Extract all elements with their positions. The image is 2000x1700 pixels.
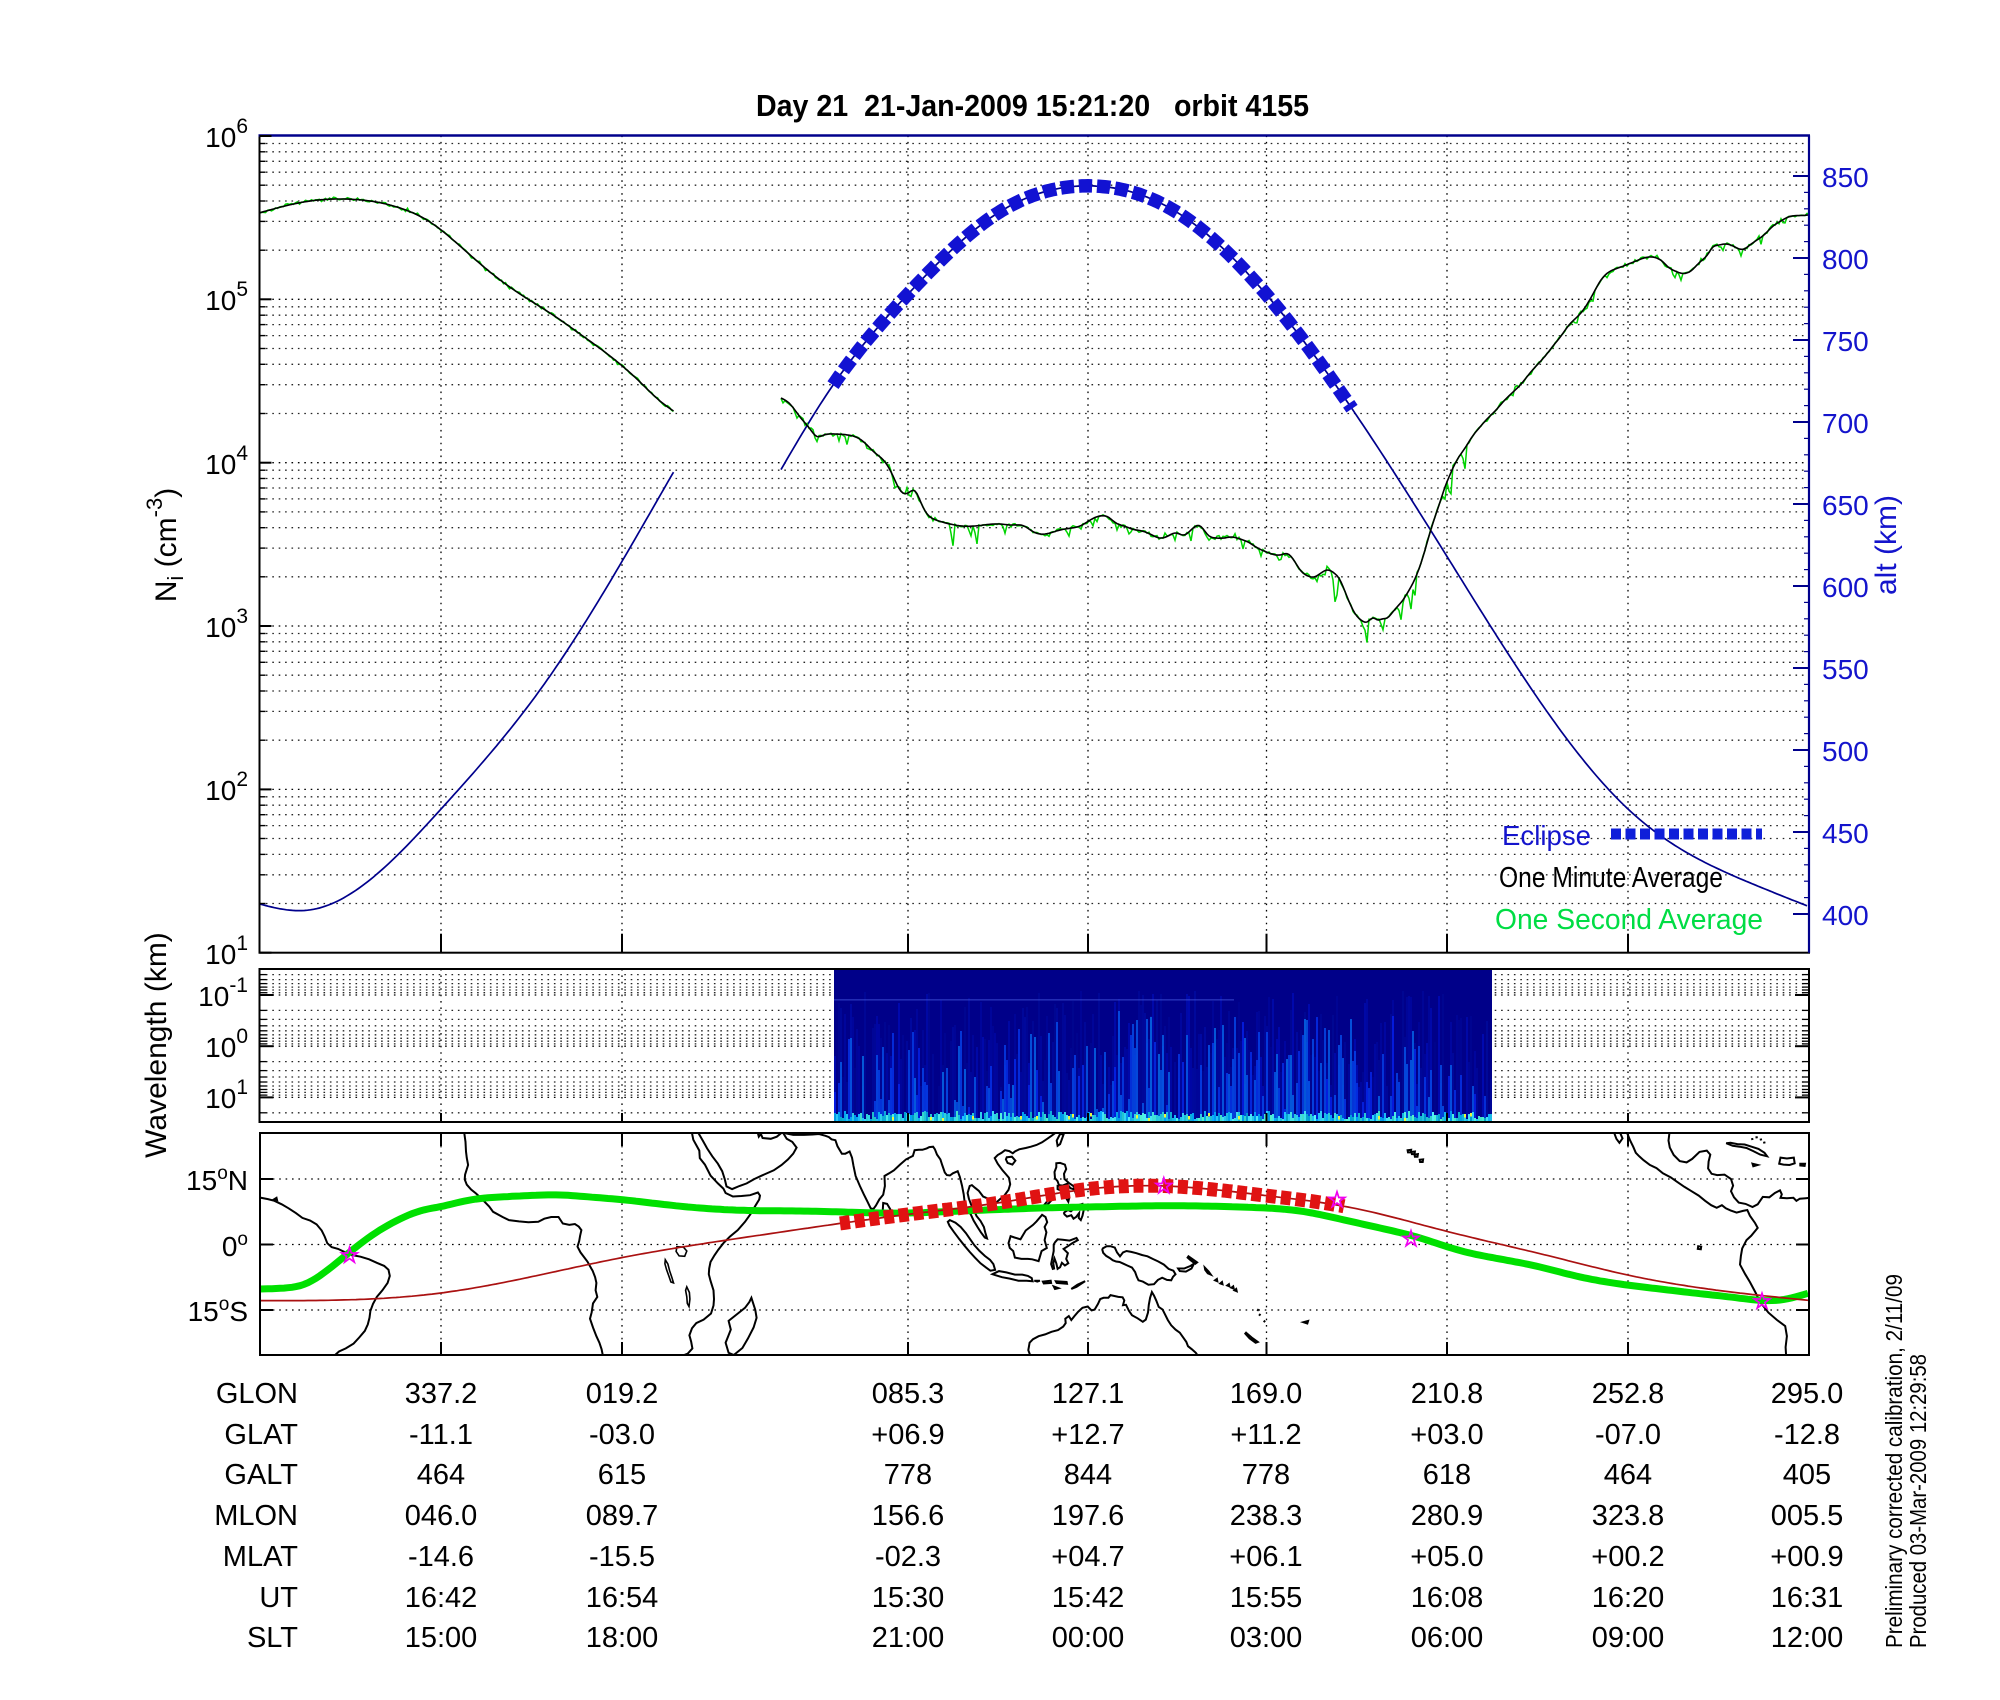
svg-text:+05.0: +05.0	[1410, 1541, 1483, 1573]
svg-text:-12.8: -12.8	[1774, 1419, 1840, 1451]
svg-text:16:54: 16:54	[586, 1582, 659, 1614]
svg-text:618: 618	[1423, 1459, 1471, 1491]
svg-text:-14.6: -14.6	[408, 1541, 474, 1573]
svg-text:GLAT: GLAT	[224, 1419, 298, 1451]
svg-text:15:55: 15:55	[1230, 1582, 1303, 1614]
svg-text:400: 400	[1822, 900, 1869, 931]
svg-text:15:42: 15:42	[1052, 1582, 1125, 1614]
svg-text:-03.0: -03.0	[589, 1419, 655, 1451]
svg-text:089.7: 089.7	[586, 1500, 659, 1532]
svg-text:+11.2: +11.2	[1230, 1419, 1301, 1451]
svg-text:295.0: 295.0	[1771, 1378, 1844, 1410]
svg-text:127.1: 127.1	[1052, 1378, 1125, 1410]
svg-text:-02.3: -02.3	[875, 1541, 941, 1573]
svg-text:600: 600	[1822, 572, 1869, 603]
svg-text:005.5: 005.5	[1771, 1500, 1844, 1532]
svg-text:15:30: 15:30	[872, 1582, 945, 1614]
svg-text:615: 615	[598, 1459, 646, 1491]
svg-text:One Minute Average: One Minute Average	[1499, 862, 1723, 894]
svg-text:Wavelength (km): Wavelength (km)	[140, 932, 173, 1158]
svg-text:alt (km): alt (km)	[1870, 495, 1903, 595]
svg-text:-11.1: -11.1	[409, 1419, 473, 1451]
svg-text:UT: UT	[259, 1582, 298, 1614]
svg-text:156.6: 156.6	[872, 1500, 945, 1532]
svg-text:+12.7: +12.7	[1051, 1419, 1124, 1451]
svg-text:-07.0: -07.0	[1595, 1419, 1661, 1451]
svg-text:Eclipse: Eclipse	[1502, 820, 1591, 851]
svg-text:-15.5: -15.5	[589, 1541, 655, 1573]
svg-text:337.2: 337.2	[405, 1378, 478, 1410]
svg-text:MLAT: MLAT	[223, 1541, 298, 1573]
svg-text:SLT: SLT	[247, 1622, 298, 1654]
svg-text:323.8: 323.8	[1592, 1500, 1665, 1532]
svg-text:085.3: 085.3	[872, 1378, 945, 1410]
svg-text:280.9: 280.9	[1411, 1500, 1484, 1532]
svg-text:16:20: 16:20	[1592, 1582, 1665, 1614]
svg-text:019.2: 019.2	[586, 1378, 659, 1410]
svg-text:210.8: 210.8	[1411, 1378, 1484, 1410]
svg-text:16:31: 16:31	[1771, 1582, 1844, 1614]
svg-text:844: 844	[1064, 1459, 1112, 1491]
svg-text:+06.1: +06.1	[1229, 1541, 1302, 1573]
svg-text:21:00: 21:00	[872, 1622, 945, 1654]
svg-text:850: 850	[1822, 162, 1869, 193]
svg-text:778: 778	[1242, 1459, 1290, 1491]
svg-text:100: 100	[205, 1025, 248, 1063]
svg-text:09:00: 09:00	[1592, 1622, 1665, 1654]
svg-text:Day 21 21-Jan-2009 15:21:20: Day 21 21-Jan-2009 15:21:20 orbit 4155	[756, 88, 1309, 123]
svg-text:169.0: 169.0	[1230, 1378, 1303, 1410]
svg-text:+00.9: +00.9	[1770, 1541, 1843, 1573]
svg-text:800: 800	[1822, 244, 1869, 275]
svg-text:450: 450	[1822, 818, 1869, 849]
svg-text:18:00: 18:00	[586, 1622, 659, 1654]
svg-text:MLON: MLON	[214, 1500, 298, 1532]
svg-text:197.6: 197.6	[1052, 1500, 1125, 1532]
svg-text:+06.9: +06.9	[871, 1419, 944, 1451]
svg-text:15oS: 15oS	[188, 1294, 248, 1327]
svg-text:06:00: 06:00	[1411, 1622, 1484, 1654]
svg-text:238.3: 238.3	[1230, 1500, 1303, 1532]
svg-text:252.8: 252.8	[1592, 1378, 1665, 1410]
svg-text:464: 464	[1604, 1459, 1652, 1491]
svg-text:550: 550	[1822, 654, 1869, 685]
svg-text:GLON: GLON	[216, 1378, 298, 1410]
svg-text:778: 778	[884, 1459, 932, 1491]
svg-text:12:00: 12:00	[1771, 1622, 1844, 1654]
svg-text:750: 750	[1822, 326, 1869, 357]
svg-text:Produced 03-Mar-2009 12:29:58: Produced 03-Mar-2009 12:29:58	[1905, 1354, 1931, 1648]
svg-text:500: 500	[1822, 736, 1869, 767]
svg-text:405: 405	[1783, 1459, 1831, 1491]
svg-text:GALT: GALT	[224, 1459, 298, 1491]
svg-text:464: 464	[417, 1459, 465, 1491]
svg-text:00:00: 00:00	[1052, 1622, 1125, 1654]
svg-text:16:42: 16:42	[405, 1582, 478, 1614]
svg-text:650: 650	[1822, 490, 1869, 521]
svg-text:15:00: 15:00	[405, 1622, 478, 1654]
svg-text:700: 700	[1822, 408, 1869, 439]
svg-text:16:08: 16:08	[1411, 1582, 1484, 1614]
svg-text:+03.0: +03.0	[1410, 1419, 1483, 1451]
svg-text:15oN: 15oN	[186, 1163, 248, 1196]
svg-text:03:00: 03:00	[1230, 1622, 1303, 1654]
svg-text:Preliminary corrected calibrat: Preliminary corrected calibration, 2/11/…	[1881, 1274, 1907, 1648]
svg-text:+00.2: +00.2	[1591, 1541, 1664, 1573]
svg-text:One Second Average: One Second Average	[1495, 904, 1763, 936]
svg-text:+04.7: +04.7	[1051, 1541, 1124, 1573]
svg-text:046.0: 046.0	[405, 1500, 478, 1532]
